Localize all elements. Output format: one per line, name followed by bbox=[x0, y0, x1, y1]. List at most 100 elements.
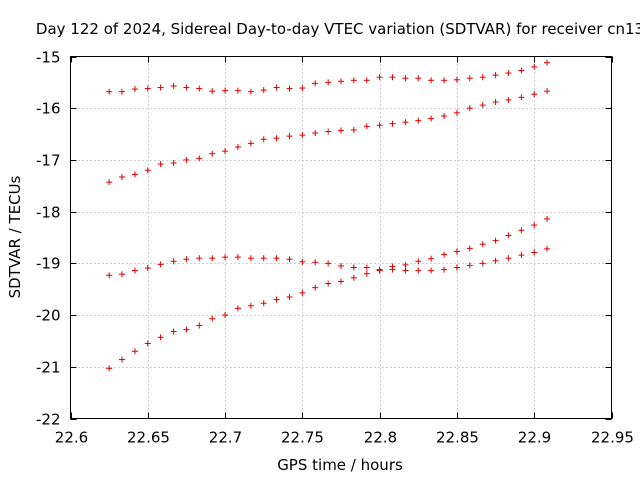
data-point-series-4 bbox=[106, 365, 113, 372]
data-point-series-2 bbox=[363, 123, 370, 130]
x-tick-label: 22.6 bbox=[55, 429, 88, 447]
data-point-series-2 bbox=[234, 144, 241, 150]
data-point-series-2 bbox=[157, 161, 164, 168]
data-point-series-3 bbox=[247, 255, 254, 262]
data-point-series-4 bbox=[338, 278, 344, 285]
data-point-series-2 bbox=[299, 132, 306, 139]
data-point-series-2 bbox=[350, 126, 357, 133]
data-point-series-2 bbox=[544, 88, 551, 95]
y-axis-label: SDTVAR / TECUs bbox=[6, 175, 24, 298]
data-point-series-2 bbox=[196, 155, 203, 162]
data-point-series-4 bbox=[183, 326, 190, 333]
data-point-series-4 bbox=[492, 257, 499, 264]
data-point-series-1 bbox=[544, 59, 551, 66]
data-point-series-1 bbox=[144, 85, 151, 92]
data-point-series-1 bbox=[247, 88, 254, 95]
data-point-series-2 bbox=[389, 120, 396, 127]
x-tick-label: 22.65 bbox=[127, 429, 170, 447]
y-tick-label: -19 bbox=[36, 255, 61, 273]
data-point-series-1 bbox=[106, 88, 113, 95]
data-point-series-1 bbox=[479, 74, 486, 81]
data-point-series-4 bbox=[157, 334, 164, 341]
data-point-series-1 bbox=[466, 75, 473, 82]
data-point-series-3 bbox=[363, 264, 370, 271]
data-point-series-1 bbox=[338, 78, 344, 85]
data-point-series-1 bbox=[441, 77, 448, 84]
data-point-series-1 bbox=[492, 72, 499, 79]
axis-ticks bbox=[70, 56, 613, 420]
data-point-series-1 bbox=[157, 84, 164, 91]
data-point-series-4 bbox=[479, 260, 486, 267]
data-point-series-2 bbox=[466, 105, 473, 112]
data-point-series-4 bbox=[441, 266, 448, 273]
data-point-series-4 bbox=[363, 270, 370, 277]
data-point-series-3 bbox=[234, 254, 241, 261]
data-point-series-1 bbox=[415, 75, 422, 82]
data-point-series-1 bbox=[209, 88, 216, 95]
data-point-series-4 bbox=[273, 296, 280, 303]
data-point-series-1 bbox=[260, 87, 267, 94]
x-tick-label: 22.85 bbox=[436, 429, 479, 447]
data-point-series-3 bbox=[273, 255, 280, 262]
data-point-series-3 bbox=[415, 258, 422, 265]
data-point-series-2 bbox=[479, 102, 486, 109]
data-point-series-1 bbox=[325, 79, 332, 86]
data-point-series-2 bbox=[518, 94, 525, 101]
x-tick-label: 22.7 bbox=[209, 429, 242, 447]
data-point-series-4 bbox=[299, 289, 306, 296]
data-point-series-4 bbox=[531, 249, 538, 256]
data-point-series-4 bbox=[196, 322, 203, 329]
data-point-series-1 bbox=[170, 82, 177, 89]
data-point-series-3 bbox=[131, 267, 138, 274]
data-point-series-2 bbox=[492, 99, 499, 106]
data-point-series-2 bbox=[222, 148, 229, 155]
data-point-series-4 bbox=[170, 328, 177, 335]
data-point-series-1 bbox=[183, 84, 190, 91]
x-tick-label: 22.95 bbox=[591, 429, 634, 447]
data-point-series-2 bbox=[131, 171, 138, 178]
data-point-series-3 bbox=[338, 262, 344, 269]
data-point-series-4 bbox=[505, 255, 512, 262]
data-point-series-4 bbox=[118, 356, 125, 363]
data-point-series-2 bbox=[286, 133, 293, 140]
data-point-series-4 bbox=[131, 348, 138, 355]
data-point-series-1 bbox=[518, 67, 525, 74]
data-point-series-3 bbox=[222, 254, 229, 261]
y-tick-label: -22 bbox=[36, 411, 61, 429]
data-point-series-4 bbox=[325, 280, 332, 287]
data-point-series-3 bbox=[144, 265, 151, 272]
data-point-series-4 bbox=[389, 266, 396, 273]
data-point-series-3 bbox=[299, 258, 306, 265]
data-point-series-3 bbox=[453, 248, 460, 255]
data-point-series-3 bbox=[157, 261, 164, 268]
data-point-series-1 bbox=[196, 85, 203, 92]
data-point-series-4 bbox=[144, 340, 151, 347]
data-point-series-2 bbox=[170, 160, 177, 167]
data-point-series-2 bbox=[402, 119, 409, 126]
x-tick-label: 22.8 bbox=[364, 429, 397, 447]
data-point-series-1 bbox=[222, 87, 229, 94]
data-point-series-2 bbox=[247, 140, 254, 147]
x-tick-label: 22.75 bbox=[281, 429, 324, 447]
data-point-series-3 bbox=[170, 258, 177, 265]
data-point-series-1 bbox=[376, 74, 383, 81]
data-point-series-3 bbox=[286, 256, 293, 263]
data-point-series-2 bbox=[118, 173, 125, 180]
y-tick-label: -15 bbox=[36, 49, 61, 67]
y-tick-label: -21 bbox=[36, 359, 61, 377]
data-point-series-2 bbox=[453, 109, 460, 116]
data-point-series-2 bbox=[273, 135, 280, 142]
data-point-series-4 bbox=[260, 300, 267, 307]
data-point-series-2 bbox=[312, 130, 319, 137]
data-point-series-2 bbox=[415, 117, 422, 124]
data-point-series-3 bbox=[260, 255, 267, 262]
data-point-series-2 bbox=[209, 150, 216, 157]
data-point-series-4 bbox=[222, 312, 229, 319]
data-point-series-3 bbox=[518, 227, 525, 234]
data-point-series-1 bbox=[273, 84, 280, 91]
data-point-series-4 bbox=[209, 315, 216, 322]
data-point-series-4 bbox=[518, 252, 525, 259]
data-point-series-4 bbox=[428, 267, 435, 274]
data-point-series-2 bbox=[376, 122, 383, 129]
data-point-series-3 bbox=[118, 271, 125, 278]
